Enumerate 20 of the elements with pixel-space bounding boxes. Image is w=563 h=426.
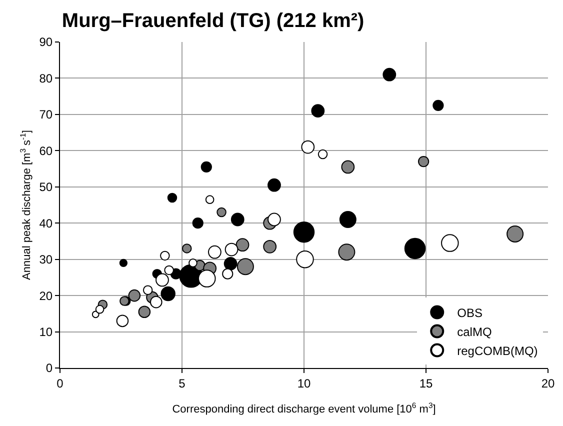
x-tick-label: 10 — [297, 376, 311, 390]
y-tick-label: 30 — [39, 252, 53, 267]
y-tick-label: 70 — [39, 108, 53, 122]
y-tick-label: 90 — [39, 35, 53, 50]
y-tick-label: 10 — [39, 324, 53, 339]
chart-title: Murg–Frauenfeld (TG) (212 km²) — [62, 10, 364, 32]
y-tick-label: 20 — [39, 288, 53, 303]
y-tick-label: 60 — [39, 144, 53, 158]
x-tick-label: 0 — [56, 376, 64, 390]
x-tick-label: 5 — [178, 376, 186, 390]
legend-label: calMQ — [457, 324, 492, 339]
x-axis-title: Corresponding direct discharge event volume [10$^{6}$ m$^{3}$] — [172, 400, 436, 416]
legend-label: regCOMB(MQ) — [457, 344, 538, 358]
y-tick-label: 50 — [39, 180, 53, 194]
x-tick-label: 20 — [541, 376, 555, 390]
y-tick-label: 80 — [39, 71, 53, 86]
x-tick-label: 15 — [419, 376, 433, 390]
y-tick-label: 0 — [46, 361, 53, 376]
legend-label: OBS — [457, 306, 482, 320]
y-tick-label: 40 — [39, 216, 53, 230]
